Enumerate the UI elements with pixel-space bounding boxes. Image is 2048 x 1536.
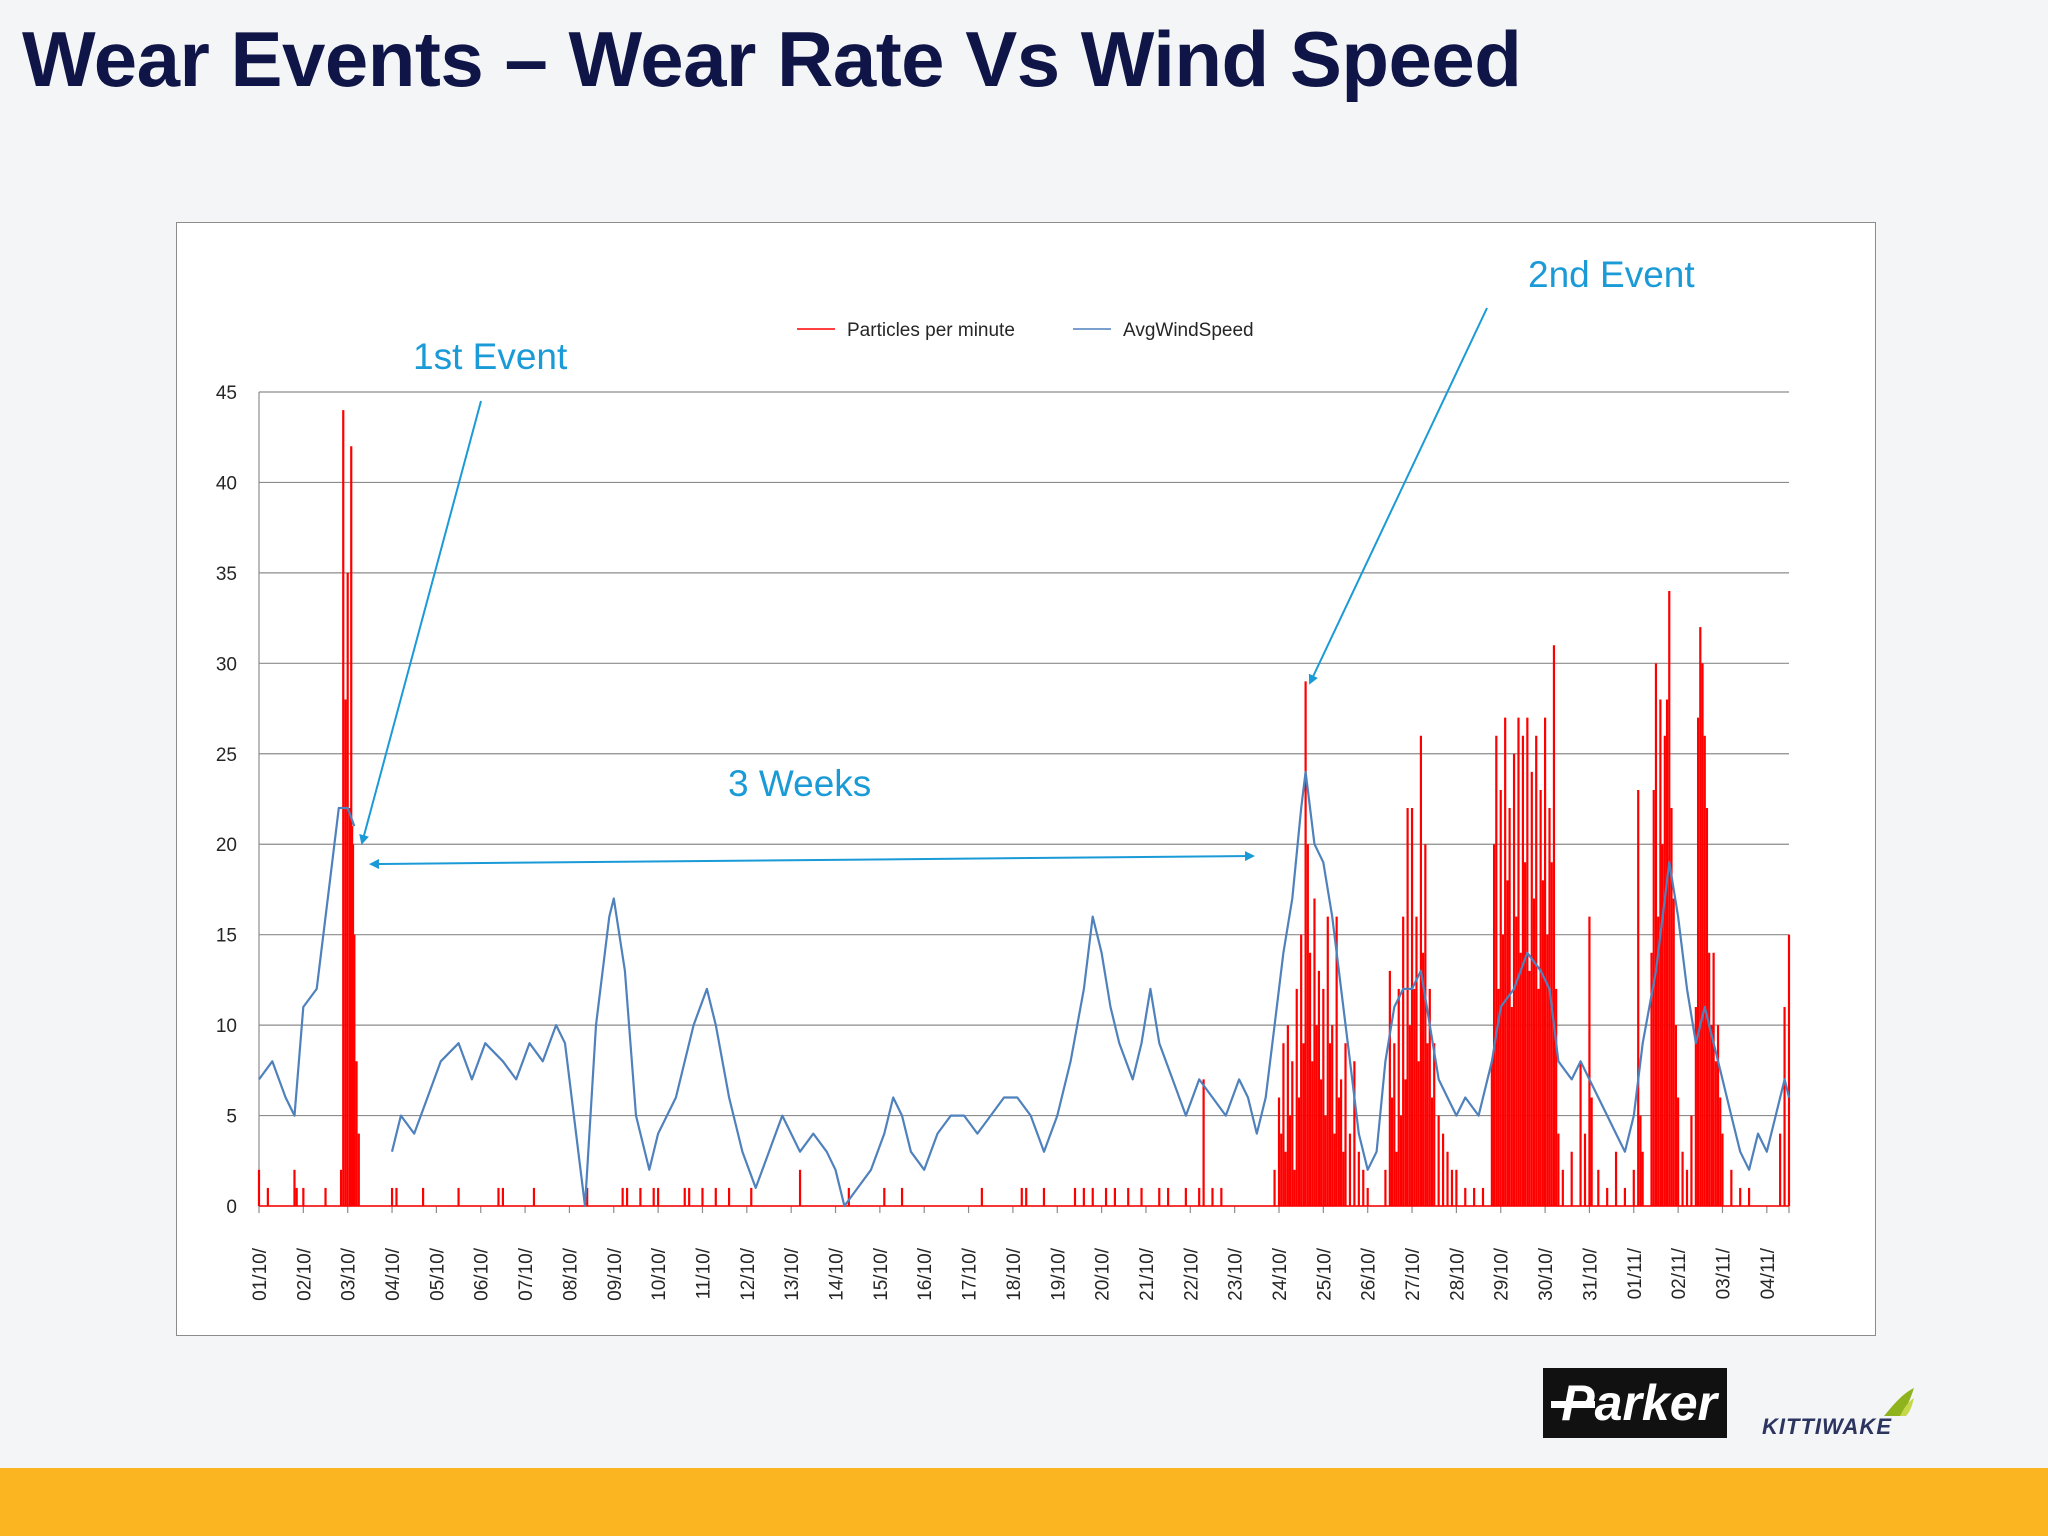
x-tick-label: 26/10/: [1359, 1247, 1380, 1301]
x-axis-tick-labels: 01/10/02/10/03/10/04/10/05/10/06/10/07/1…: [250, 1206, 1790, 1301]
slide-title: Wear Events – Wear Rate Vs Wind Speed: [22, 15, 1522, 103]
x-tick-label: 21/10/: [1137, 1247, 1158, 1301]
y-tick-label: 0: [226, 1197, 237, 1218]
x-tick-label: 05/10/: [427, 1247, 448, 1301]
x-tick-label: 16/10/: [915, 1247, 936, 1301]
annotation-2nd-event: 2nd Event: [1528, 254, 1695, 295]
legend-label-wind: AvgWindSpeed: [1123, 320, 1254, 341]
x-tick-label: 07/10/: [516, 1247, 537, 1301]
annotation-1st-event: 1st Event: [413, 336, 568, 377]
y-tick-label: 20: [216, 835, 237, 856]
x-tick-label: 12/10/: [738, 1247, 759, 1301]
x-tick-label: 24/10/: [1270, 1247, 1291, 1301]
x-tick-label: 01/10/: [250, 1247, 271, 1301]
chart-frame: 0 5 10 15 20 25 30 35 40 45 01/10/02/10/03/10/04/…: [176, 222, 1876, 1336]
x-tick-label: 31/10/: [1580, 1247, 1601, 1301]
x-tick-label: 13/10/: [782, 1247, 803, 1301]
x-tick-label: 25/10/: [1314, 1247, 1335, 1301]
arrow-2nd-event: [1308, 307, 1488, 685]
x-tick-label: 29/10/: [1492, 1247, 1513, 1301]
parker-logo-bar: [1551, 1401, 1595, 1408]
x-tick-label: 10/10/: [649, 1247, 670, 1301]
x-tick-label: 19/10/: [1048, 1247, 1069, 1301]
x-tick-label: 17/10/: [960, 1247, 981, 1301]
arrow-3-weeks: [369, 851, 1255, 869]
x-tick-label: 28/10/: [1447, 1247, 1468, 1301]
x-tick-label: 09/10/: [605, 1247, 626, 1301]
y-tick-label: 25: [216, 745, 237, 766]
x-tick-label: 04/10/: [383, 1247, 404, 1301]
chart-legend: Particles per minute AvgWindSpeed: [797, 320, 1254, 341]
annotations: 1st Event 2nd Event 3 Weeks: [359, 254, 1695, 869]
chart-svg: 0 5 10 15 20 25 30 35 40 45 01/10/02/10/03/10/04/…: [216, 254, 1791, 1301]
x-tick-label: 08/10/: [560, 1247, 581, 1301]
x-tick-label: 11/10/: [693, 1247, 714, 1299]
kittiwake-logo: KITTIWAKE: [1760, 1386, 1930, 1442]
x-tick-label: 02/10/: [294, 1247, 315, 1301]
legend-label-particles: Particles per minute: [847, 320, 1015, 341]
y-tick-label: 30: [216, 654, 237, 675]
y-axis-tick-labels: 0 5 10 15 20 25 30 35 40 45: [216, 383, 237, 1218]
x-tick-label: 23/10/: [1226, 1247, 1247, 1301]
x-tick-label: 22/10/: [1181, 1247, 1202, 1301]
x-tick-label: 02/11/: [1669, 1247, 1690, 1299]
bottom-accent-band: [0, 1468, 2048, 1536]
annotation-3-weeks: 3 Weeks: [728, 763, 871, 804]
y-tick-label: 5: [226, 1107, 237, 1128]
x-tick-label: 15/10/: [871, 1247, 892, 1301]
y-tick-label: 15: [216, 926, 237, 947]
y-tick-label: 40: [216, 473, 237, 494]
x-tick-label: 03/11/: [1713, 1247, 1734, 1299]
x-tick-label: 04/11/: [1758, 1247, 1779, 1299]
y-tick-label: 35: [216, 564, 237, 585]
series-layer: [257, 410, 1791, 1208]
y-tick-label: 10: [216, 1016, 237, 1037]
grid-layer: [258, 391, 1789, 1207]
x-tick-label: 30/10/: [1536, 1247, 1557, 1301]
wind-speed-line: [258, 770, 1791, 1208]
x-tick-label: 20/10/: [1093, 1247, 1114, 1301]
x-tick-label: 01/11/: [1625, 1247, 1646, 1299]
x-tick-label: 27/10/: [1403, 1247, 1424, 1301]
y-tick-label: 45: [216, 383, 237, 404]
kittiwake-logo-text: KITTIWAKE: [1762, 1414, 1892, 1439]
x-tick-label: 14/10/: [827, 1247, 848, 1301]
arrow-1st-event: [359, 400, 482, 845]
x-tick-label: 06/10/: [472, 1247, 493, 1301]
kittiwake-wing-icon: [1884, 1388, 1914, 1416]
x-tick-label: 18/10/: [1004, 1247, 1025, 1301]
x-tick-label: 03/10/: [339, 1247, 360, 1301]
parker-logo: Parker: [1543, 1368, 1727, 1438]
